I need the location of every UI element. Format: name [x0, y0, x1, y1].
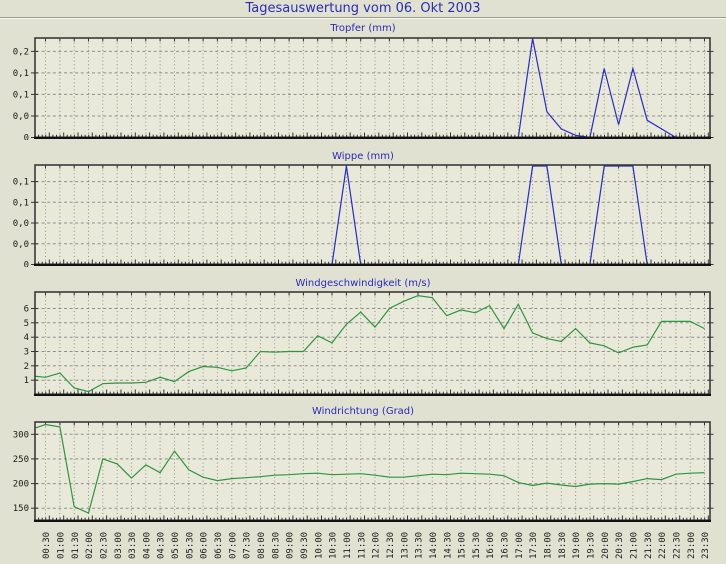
svg-text:09:30: 09:30: [300, 532, 310, 559]
title-separator: [0, 17, 726, 19]
tropfer-chart: 0,2 0,1 0,1 0,0 0: [0, 36, 726, 140]
svg-text:0: 0: [24, 134, 29, 141]
svg-text:08:30: 08:30: [271, 532, 281, 559]
svg-text:20:00: 20:00: [601, 532, 611, 559]
svg-text:07:00: 07:00: [228, 532, 238, 559]
svg-text:5: 5: [24, 319, 29, 329]
svg-text:22:00: 22:00: [658, 532, 668, 559]
svg-text:06:00: 06:00: [200, 532, 210, 559]
svg-text:05:30: 05:30: [185, 532, 195, 559]
svg-text:15:30: 15:30: [472, 532, 482, 559]
svg-text:250: 250: [13, 455, 29, 465]
svg-text:18:30: 18:30: [558, 532, 568, 559]
svg-text:1: 1: [24, 376, 29, 386]
svg-text:0,2: 0,2: [13, 47, 29, 57]
svg-text:01:00: 01:00: [57, 532, 67, 559]
svg-text:19:30: 19:30: [587, 532, 597, 559]
svg-text:14:00: 14:00: [429, 532, 439, 559]
svg-text:03:30: 03:30: [128, 532, 138, 559]
svg-text:17:00: 17:00: [515, 532, 525, 559]
svg-text:0,0: 0,0: [13, 240, 29, 250]
svg-text:05:00: 05:00: [171, 532, 181, 559]
svg-text:07:30: 07:30: [243, 532, 253, 559]
svg-text:21:30: 21:30: [644, 532, 654, 559]
svg-text:17:30: 17:30: [529, 532, 539, 559]
svg-text:02:30: 02:30: [99, 532, 109, 559]
svg-text:06:30: 06:30: [214, 532, 224, 559]
svg-text:0,1: 0,1: [13, 69, 29, 79]
wippe-chart: 0,1 0,1 0,0 0,0 0: [0, 163, 726, 267]
svg-text:11:30: 11:30: [357, 532, 367, 559]
svg-text:200: 200: [13, 480, 29, 490]
svg-text:4: 4: [24, 333, 29, 343]
svg-text:00:30: 00:30: [42, 532, 52, 559]
windrichtung-chart: 300 250 200 150: [0, 420, 726, 523]
svg-text:10:00: 10:00: [314, 532, 324, 559]
svg-text:04:30: 04:30: [157, 532, 167, 559]
svg-text:11:00: 11:00: [343, 532, 353, 559]
svg-text:22:30: 22:30: [673, 532, 683, 559]
svg-text:16:00: 16:00: [486, 532, 496, 559]
svg-text:13:00: 13:00: [400, 532, 410, 559]
svg-text:3: 3: [24, 348, 29, 358]
page-title: Tagesauswertung vom 06. Okt 2003: [245, 1, 481, 16]
svg-text:10:30: 10:30: [329, 532, 339, 559]
svg-text:18:00: 18:00: [544, 532, 554, 559]
svg-text:16:30: 16:30: [501, 532, 511, 559]
svg-text:19:00: 19:00: [572, 532, 582, 559]
svg-text:04:00: 04:00: [142, 532, 152, 559]
svg-text:150: 150: [13, 504, 29, 514]
svg-text:03:00: 03:00: [114, 532, 124, 559]
svg-text:21:00: 21:00: [630, 532, 640, 559]
chart-title-tropfer: Tropfer (mm): [330, 23, 396, 34]
svg-text:01:30: 01:30: [71, 532, 81, 559]
svg-text:20:30: 20:30: [615, 532, 625, 559]
svg-text:14:30: 14:30: [443, 532, 453, 559]
time-axis-labels: 00:30 01:00 01:30 02:00 02:30 03:00 03:30 04:00…: [0, 520, 726, 564]
svg-text:02:00: 02:00: [85, 532, 95, 559]
svg-text:2: 2: [24, 362, 29, 372]
chart-title-windgeschwindigkeit: Windgeschwindigkeit (m/s): [295, 278, 431, 289]
svg-text:0,1: 0,1: [13, 90, 29, 100]
svg-text:08:00: 08:00: [257, 532, 267, 559]
svg-text:0,0: 0,0: [13, 112, 29, 122]
svg-text:300: 300: [13, 430, 29, 440]
svg-text:0,1: 0,1: [13, 198, 29, 208]
svg-text:0,1: 0,1: [13, 178, 29, 188]
svg-text:15:00: 15:00: [458, 532, 468, 559]
svg-text:0,0: 0,0: [13, 219, 29, 229]
svg-text:6: 6: [24, 305, 29, 315]
svg-text:12:00: 12:00: [372, 532, 382, 559]
svg-text:0: 0: [24, 261, 29, 268]
chart-title-wippe: Wippe (mm): [332, 151, 394, 162]
svg-text:13:30: 13:30: [415, 532, 425, 559]
svg-text:09:00: 09:00: [286, 532, 296, 559]
svg-text:23:00: 23:00: [687, 532, 697, 559]
chart-title-windrichtung: Windrichtung (Grad): [311, 406, 415, 417]
svg-text:12:30: 12:30: [386, 532, 396, 559]
windgeschwindigkeit-chart: 6 5 4 3 2 1: [0, 290, 726, 397]
svg-text:23:30: 23:30: [701, 532, 711, 559]
